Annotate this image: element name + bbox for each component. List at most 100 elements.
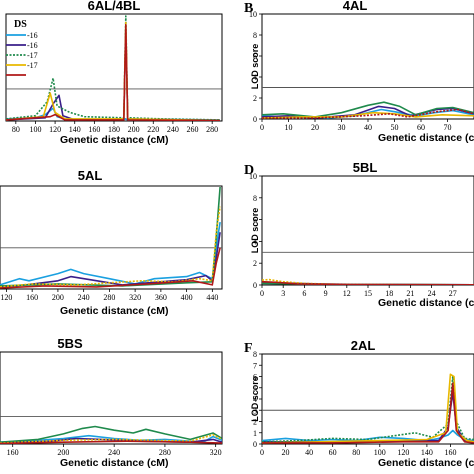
y-tick-label: 2 [253,418,257,427]
series-group [262,101,474,119]
y-tick-label: 4 [253,237,257,246]
x-tick-label: 9 [324,289,328,298]
y-tick-label: 4 [253,73,257,82]
x-tick-label: 320 [129,293,141,302]
x-axis-label: Genetic distance (cM) [378,457,474,469]
x-tick-label: 12 [343,289,351,298]
series-group [262,278,474,285]
x-tick-label: 200 [57,448,69,457]
x-tick-label: 0 [260,123,264,132]
x-tick-label: 0 [260,448,264,457]
series-line-5 [0,440,222,444]
x-tick-label: 80 [12,125,20,134]
y-axis-label: LOD score [250,208,260,254]
y-tick-label: 3 [253,406,257,415]
y-tick-label: 0 [253,115,257,124]
panel-title: 4AL [343,0,368,13]
x-tick-label: 60 [329,448,337,457]
x-tick-label: 240 [78,293,90,302]
x-tick-label: 400 [181,293,193,302]
panel-letter: F [244,341,253,356]
panel-title: 6AL/4BL [88,0,141,13]
x-tick-label: 160 [26,293,38,302]
series-line-4 [262,111,474,119]
x-tick-label: 120 [0,293,12,302]
series-line-3 [262,101,474,118]
x-tick-label: 15 [364,289,372,298]
x-tick-label: 80 [352,448,360,457]
y-tick-label: 8 [253,194,257,203]
legend-entry: -16 [27,41,38,50]
panel-title: 5BS [57,336,83,351]
series-group [0,186,221,289]
y-tick-label: 6 [253,216,257,225]
series-line-5 [262,280,474,285]
panel-letter: D [244,163,254,178]
panel-b: 0 10 20 30 40 50 60 70 0 2 4 6 8 10 4AL B Genetic distan… [244,0,474,144]
plot-frame [0,351,223,445]
panel-title: 2AL [351,338,376,353]
x-tick-label: 240 [167,125,179,134]
y-tick-label: 10 [249,10,257,19]
legend: DS-16-16-17-17 [6,19,38,76]
x-axis-label: Genetic distance (cM) [378,132,474,144]
x-tick-label: 30 [338,123,346,132]
y-tick-label: 2 [253,259,257,268]
x-tick-label: 280 [206,125,218,134]
y-tick-label: 8 [253,350,257,359]
series-line-5 [262,382,474,444]
series-line-4 [6,21,221,121]
x-tick-label: 60 [417,123,425,132]
x-tick-label: 40 [305,448,313,457]
y-tick-label: 0 [253,281,257,290]
panel-title: 5BL [353,160,378,175]
x-tick-label: 18 [385,289,393,298]
x-tick-label: 70 [444,123,452,132]
series-line-3 [6,15,221,121]
x-tick-label: 440 [206,293,218,302]
x-tick-label: 20 [311,123,319,132]
y-tick-label: 4 [253,395,257,404]
x-tick-label: 320 [210,448,222,457]
series-group [262,373,474,444]
series-line-4 [0,206,221,288]
series-line-5 [0,247,221,289]
x-tick-label: 280 [159,448,171,457]
plot-frame [261,13,474,120]
series-line-5 [6,23,221,121]
x-tick-label: 3 [281,289,285,298]
x-tick-label: 120 [49,125,61,134]
series-line-5 [262,108,474,119]
y-tick-label: 6 [253,373,257,382]
series-line-4 [0,434,222,444]
x-tick-label: 260 [187,125,199,134]
x-axis-label: Genetic distance (cM) [60,457,169,469]
y-tick-label: 1 [253,429,257,438]
legend-entry: -17 [27,61,38,70]
x-tick-label: 6 [302,289,306,298]
y-tick-label: 0 [253,440,257,449]
panel-letter: B [244,1,253,16]
x-tick-label: 10 [285,123,293,132]
legend-title: DS [14,19,27,30]
x-tick-label: 40 [364,123,372,132]
x-tick-label: 160 [7,448,19,457]
x-tick-label: 100 [29,125,41,134]
x-tick-label: 240 [108,448,120,457]
x-tick-label: 100 [374,448,386,457]
series-group [6,15,221,121]
panel-c: 120 160 200 240 280 320 360 400 440 5AL Genetic di… [0,168,223,317]
x-tick-label: 0 [260,289,264,298]
panel-title: 5AL [78,168,103,183]
y-tick-label: 8 [253,31,257,40]
x-tick-label: 220 [147,125,159,134]
plot-frame [5,13,223,122]
x-tick-label: 160 [444,448,456,457]
series-line-4 [262,373,474,444]
x-tick-label: 200 [128,125,140,134]
x-tick-label: 180 [108,125,120,134]
panel-e: 160 200 240 280 320 5BS Genetic distance (cM) [0,336,223,469]
x-tick-label: 24 [428,289,436,298]
